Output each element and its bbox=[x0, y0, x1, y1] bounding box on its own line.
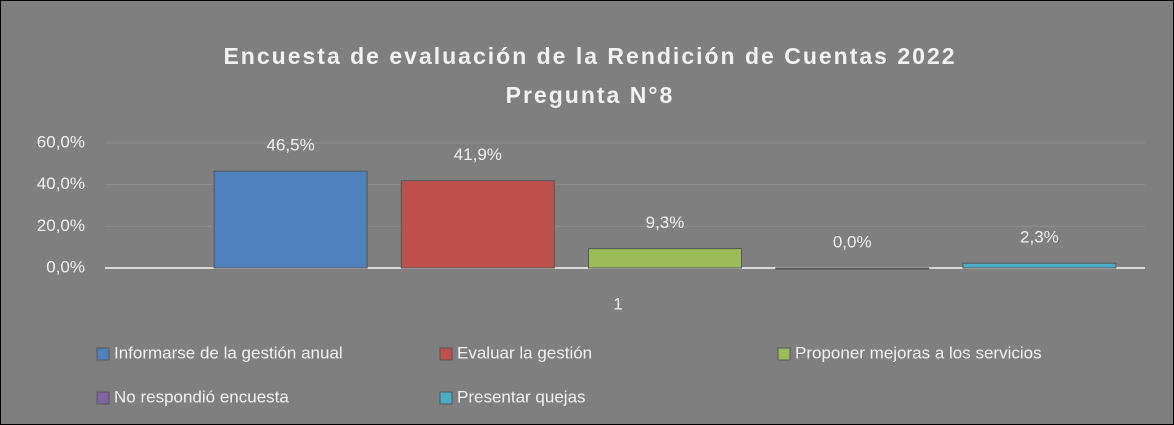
bar bbox=[962, 262, 1117, 269]
bar bbox=[775, 267, 930, 270]
y-tick-label: 20,0% bbox=[37, 216, 85, 235]
legend-swatch bbox=[439, 347, 453, 361]
y-tick-label: 40,0% bbox=[37, 174, 85, 193]
y-tick-label: 0,0% bbox=[46, 257, 85, 276]
value-label: 2,3% bbox=[1020, 228, 1059, 247]
value-label: 9,3% bbox=[646, 213, 685, 232]
legend-label: Evaluar la gestión bbox=[457, 343, 592, 362]
bar bbox=[400, 180, 555, 269]
value-label: 41,9% bbox=[454, 145, 502, 164]
legend-swatch bbox=[96, 347, 110, 361]
bar bbox=[213, 170, 368, 269]
chart-title: Encuesta de evaluación de la Rendición d… bbox=[223, 43, 956, 69]
legend-swatch bbox=[96, 391, 110, 405]
chart-title: Pregunta N°8 bbox=[506, 82, 675, 108]
y-tick-label: 60,0% bbox=[37, 132, 85, 151]
legend-label: No respondió encuesta bbox=[114, 387, 289, 406]
bar bbox=[588, 248, 742, 269]
value-label: 0,0% bbox=[833, 232, 872, 251]
legend-swatch bbox=[777, 347, 791, 361]
legend-swatch bbox=[439, 391, 453, 405]
value-label: 46,5% bbox=[266, 136, 314, 155]
x-tick-label: 1 bbox=[613, 294, 622, 313]
legend-label: Proponer mejoras a los servicios bbox=[795, 343, 1042, 362]
legend-label: Informarse de la gestión anual bbox=[114, 343, 343, 362]
legend-label: Presentar quejas bbox=[457, 387, 586, 406]
